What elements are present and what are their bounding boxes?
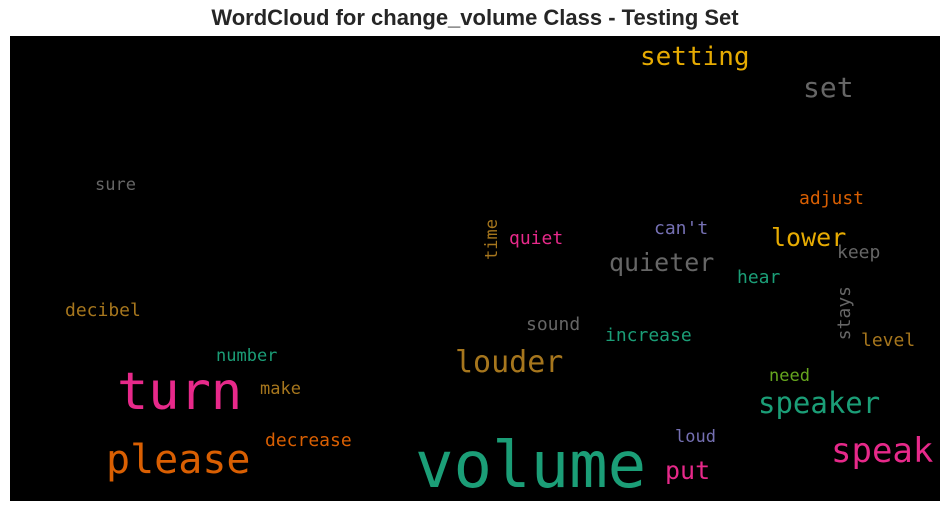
word-quiet: quiet xyxy=(509,228,564,249)
word-louder: louder xyxy=(455,345,564,380)
word-turn: turn xyxy=(117,362,243,422)
word-time: time xyxy=(482,219,502,260)
word-number: number xyxy=(216,346,278,366)
word-setting: setting xyxy=(640,42,750,72)
word-level: level xyxy=(861,330,916,351)
word-cant: can't xyxy=(654,218,709,239)
word-sound: sound xyxy=(526,314,581,335)
word-make: make xyxy=(260,379,301,399)
word-decibel: decibel xyxy=(65,300,141,321)
word-set: set xyxy=(803,71,854,104)
word-need: need xyxy=(769,366,810,386)
word-hear: hear xyxy=(737,267,781,288)
word-quieter: quieter xyxy=(609,248,715,277)
word-lower: lower xyxy=(771,223,847,252)
word-increase: increase xyxy=(605,325,692,346)
word-keep: keep xyxy=(837,242,881,263)
word-stays: stays xyxy=(834,286,855,341)
word-please: please xyxy=(106,437,251,483)
chart-title: WordCloud for change_volume Class - Test… xyxy=(211,5,739,30)
word-loud: loud xyxy=(675,427,716,447)
word-volume: volume xyxy=(415,429,647,501)
word-decrease: decrease xyxy=(265,430,352,451)
word-sure: sure xyxy=(95,175,136,195)
word-speak: speak xyxy=(831,431,934,471)
word-adjust: adjust xyxy=(799,188,865,209)
word-speaker: speaker xyxy=(758,386,881,420)
word-put: put xyxy=(665,456,711,485)
wordcloud-canvas: volume turn please speak louder speaker settin… xyxy=(10,36,940,501)
